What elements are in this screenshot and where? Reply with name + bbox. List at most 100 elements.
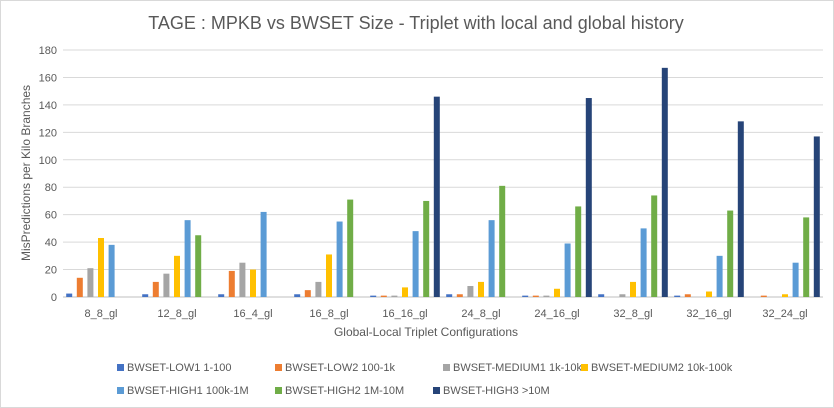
x-tick-label: 32_16_gl: [686, 308, 731, 320]
bar: [184, 220, 191, 297]
bar: [391, 295, 398, 297]
legend-item: BWSET-LOW1 1-100: [117, 362, 232, 374]
bar: [813, 136, 820, 297]
legend-item: BWSET-MEDIUM2 10k-100k: [581, 362, 733, 374]
bar: [522, 295, 529, 297]
legend-item: BWSET-HIGH3 >10M: [433, 385, 550, 397]
y-tick-label: 180: [39, 45, 57, 57]
bar: [108, 244, 115, 297]
bar: [488, 220, 495, 297]
x-tick-label: 8_8_gl: [84, 308, 117, 320]
bar: [336, 221, 343, 297]
x-tick-label: 12_8_gl: [157, 308, 196, 320]
bar: [651, 195, 658, 297]
y-axis-title: MisPredictions per Kilo Branches: [19, 85, 33, 261]
bar: [87, 268, 94, 297]
bar: [619, 294, 626, 297]
bar: [467, 286, 474, 297]
y-tick-label: 60: [45, 210, 57, 222]
legend-swatch: [275, 387, 282, 394]
bar: [174, 255, 180, 297]
y-tick-label: 140: [39, 100, 57, 112]
y-axis-ticks: 0 20 40 60 80 100 120 140 160 180: [39, 45, 57, 304]
legend-label: BWSET-LOW2 100-1k: [285, 362, 396, 374]
bar: [456, 294, 463, 297]
bar: [347, 199, 354, 297]
legend-swatch: [117, 364, 124, 371]
legend-label: BWSET-MEDIUM2 10k-100k: [591, 362, 733, 374]
y-tick-label: 120: [39, 127, 57, 139]
bar: [228, 270, 235, 297]
x-tick-label: 24_16_gl: [534, 308, 579, 320]
bar: [564, 243, 571, 297]
y-tick-label: 100: [39, 155, 57, 167]
x-tick-label: 16_16_gl: [382, 308, 427, 320]
bar: [782, 294, 788, 297]
bar: [478, 281, 484, 297]
legend-item: BWSET-LOW2 100-1k: [275, 362, 396, 374]
bar: [218, 294, 225, 297]
legend-label: BWSET-MEDIUM1 1k-10k: [453, 362, 582, 374]
bar: [433, 96, 440, 298]
bar: [163, 273, 170, 297]
x-tick-label: 16_4_gl: [233, 308, 272, 320]
bar: [716, 255, 723, 297]
y-tick-label: 80: [45, 182, 57, 194]
bar: [239, 262, 246, 297]
bar: [423, 200, 430, 297]
bar: [575, 206, 582, 297]
legend-swatch: [275, 364, 282, 371]
y-tick-label: 40: [45, 237, 57, 249]
bar: [142, 294, 149, 297]
bar: [661, 67, 668, 297]
bar: [532, 295, 539, 297]
y-tick-label: 160: [39, 72, 57, 84]
bar: [446, 294, 453, 297]
bar: [674, 295, 681, 297]
legend-label: BWSET-HIGH1 100k-1M: [127, 385, 249, 397]
x-tick-label: 24_8_gl: [461, 308, 500, 320]
bar: [152, 281, 159, 297]
bar: [294, 294, 301, 297]
legend-item: BWSET-HIGH1 100k-1M: [117, 385, 249, 397]
bar: [98, 237, 104, 297]
bar: [792, 262, 799, 297]
legend-swatch: [443, 364, 450, 371]
x-tick-label: 32_24_gl: [762, 308, 807, 320]
legend-item: BWSET-HIGH2 1M-10M: [275, 385, 404, 397]
bar: [684, 294, 691, 297]
bar: [402, 287, 408, 297]
bar: [66, 293, 73, 297]
legend-swatch: [581, 364, 588, 371]
legend-swatch: [433, 387, 440, 394]
bar: [585, 98, 592, 298]
bar: [195, 235, 202, 297]
bar: [315, 281, 322, 297]
x-tick-label: 32_8_gl: [613, 308, 652, 320]
bar: [412, 231, 419, 297]
x-axis-ticks: 8_8_gl 12_8_gl 16_4_gl 16_8_gl 16_16_gl 24_8_…: [84, 308, 807, 320]
bar: [260, 211, 267, 297]
bar: [640, 228, 647, 297]
bar: [543, 295, 550, 297]
bar: [706, 291, 712, 297]
bar: [250, 269, 256, 297]
chart-title: TAGE : MPKB vs BWSET Size - Triplet with…: [148, 13, 684, 33]
legend: BWSET-LOW1 1-100 BWSET-LOW2 100-1k BWSET-M…: [117, 362, 733, 397]
bar: [630, 281, 636, 297]
x-axis-title: Global-Local Triplet Configurations: [334, 325, 518, 339]
legend-label: BWSET-HIGH3 >10M: [443, 385, 550, 397]
bar: [737, 121, 744, 297]
bar: [598, 294, 605, 297]
y-tick-label: 0: [51, 292, 57, 304]
bar: [760, 295, 767, 297]
bar: [380, 295, 387, 297]
bar: [326, 254, 332, 297]
bar: [803, 217, 810, 297]
legend-swatch: [117, 387, 124, 394]
x-tick-label: 16_8_gl: [309, 308, 348, 320]
bar: [370, 295, 377, 297]
bar: [554, 288, 560, 297]
